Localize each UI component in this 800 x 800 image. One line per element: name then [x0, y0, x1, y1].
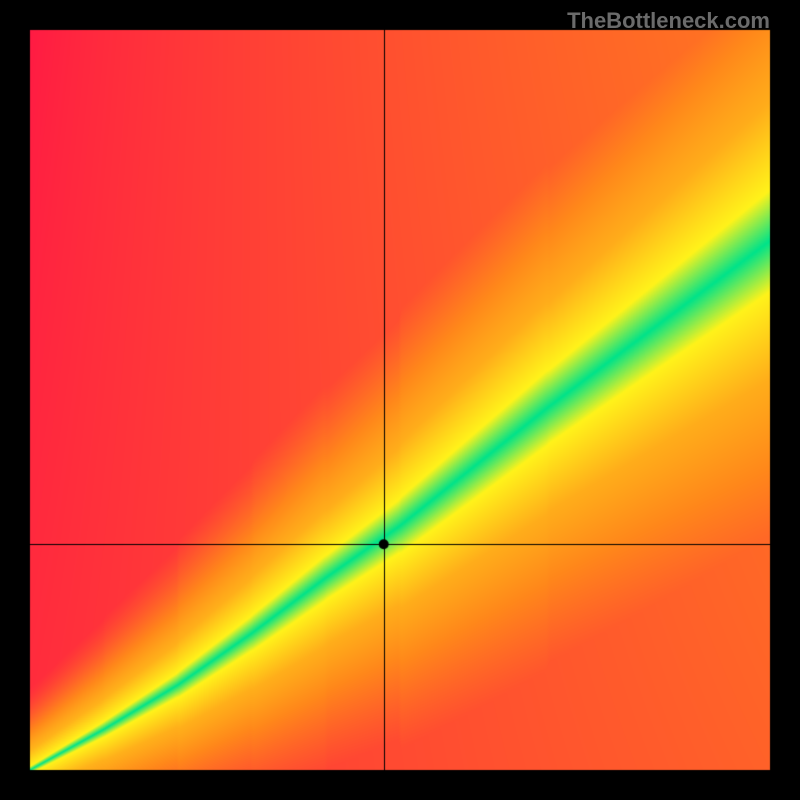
chart-container: { "watermark": { "text": "TheBottleneck.…: [0, 0, 800, 800]
bottleneck-heatmap: [0, 0, 800, 800]
watermark-text: TheBottleneck.com: [567, 8, 770, 34]
